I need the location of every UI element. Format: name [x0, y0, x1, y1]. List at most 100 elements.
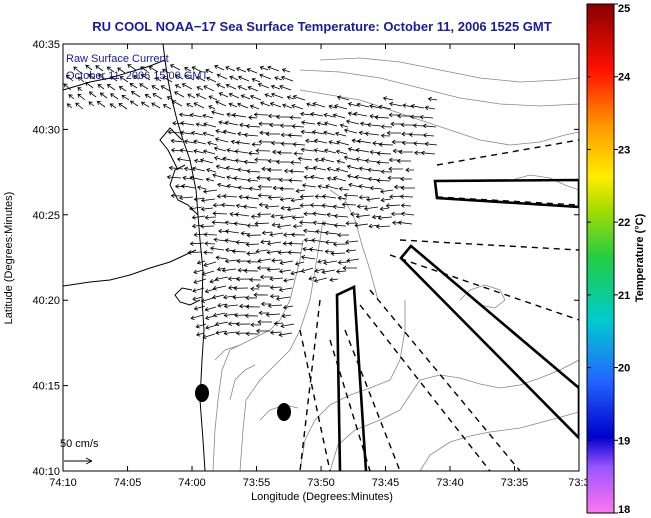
current-vector [380, 189, 394, 194]
current-vector [334, 104, 348, 110]
current-vector [208, 95, 218, 101]
current-vector [369, 104, 381, 109]
current-vector [317, 259, 327, 264]
current-vector [202, 189, 218, 194]
current-vector [205, 68, 214, 74]
current-vector [266, 241, 282, 246]
current-vector [191, 223, 204, 229]
current-vector [369, 185, 383, 191]
colorbar-tick-label: 18 [618, 504, 630, 516]
current-vector [303, 174, 314, 180]
current-vector [166, 174, 182, 180]
current-vector [216, 266, 226, 272]
current-vector [400, 122, 415, 128]
current-vector [186, 103, 194, 108]
contour-line [319, 57, 579, 83]
current-vector [226, 183, 240, 189]
current-vector [282, 304, 294, 310]
current-vector [246, 168, 261, 174]
current-vector [336, 140, 350, 146]
current-vector [337, 260, 349, 265]
current-vector [292, 142, 306, 147]
current-vector [364, 158, 379, 164]
current-vector [215, 255, 228, 261]
scale-label: 50 cm/s [60, 438, 99, 450]
current-vector [182, 175, 193, 181]
current-vector [106, 84, 116, 91]
current-vector [109, 103, 117, 109]
current-vector [256, 212, 272, 217]
current-vector [77, 87, 83, 92]
current-vector [227, 276, 240, 282]
current-vector [264, 93, 273, 98]
current-vector [228, 92, 240, 99]
current-vector [193, 102, 205, 109]
current-vector [242, 204, 258, 210]
current-vector [287, 133, 303, 138]
current-vector [266, 267, 281, 272]
current-vector [335, 167, 349, 173]
current-vector [221, 267, 237, 273]
current-vector [257, 82, 270, 89]
current-vector [235, 321, 251, 327]
current-vector [235, 140, 251, 145]
current-vector [356, 102, 370, 108]
current-vector [257, 319, 272, 325]
current-vector [391, 139, 404, 145]
current-vector [348, 182, 361, 188]
current-vector [345, 119, 360, 125]
current-vector [227, 321, 240, 327]
current-vector [280, 75, 294, 82]
current-vector [237, 185, 251, 191]
current-vector [110, 76, 118, 82]
current-vector [366, 197, 381, 202]
y-tick-label: 40:15 [32, 381, 60, 393]
current-vector [367, 167, 382, 173]
current-vector [369, 114, 379, 119]
sample-box [399, 244, 579, 440]
current-vector [378, 104, 392, 110]
current-vector [181, 83, 193, 90]
contour-line [459, 284, 506, 309]
current-vector [68, 94, 75, 100]
current-vector [201, 270, 215, 276]
current-vector [303, 211, 316, 217]
current-vector [190, 130, 204, 136]
current-vector [127, 64, 137, 71]
current-vector [205, 315, 215, 320]
x-tick-label: 73:40 [436, 477, 464, 489]
current-vector [204, 288, 216, 294]
x-axis: 74:10 74:05 74:00 73:55 73:50 73:45 73:40 73:35… [49, 44, 590, 489]
current-vector [282, 241, 293, 246]
current-vector [405, 167, 414, 173]
current-vector [202, 149, 216, 155]
current-vector [162, 68, 170, 74]
current-vector [144, 94, 152, 99]
current-vector [332, 241, 348, 247]
current-vector [336, 159, 346, 164]
current-vector [300, 267, 314, 273]
current-vector [96, 100, 106, 108]
current-vector [77, 76, 85, 83]
colorbar-tick-label: 19 [618, 435, 630, 447]
current-vector [299, 111, 313, 117]
current-vector [183, 166, 195, 172]
current-vector [380, 124, 393, 130]
current-vector [267, 303, 283, 309]
current-vector [290, 232, 306, 238]
colorbar-ticks: 18 19 20 21 22 23 24 25 [587, 3, 631, 516]
current-vector [231, 249, 247, 254]
current-vector [209, 278, 218, 284]
current-vector [329, 277, 339, 283]
current-vector [170, 138, 185, 144]
current-vector [290, 270, 303, 276]
current-vector [266, 250, 280, 255]
current-vector [260, 101, 271, 107]
current-vector [236, 67, 247, 73]
current-vector [183, 139, 196, 144]
current-vector [195, 122, 206, 127]
current-vector [380, 133, 391, 139]
current-vector [205, 324, 218, 330]
current-vector [189, 241, 205, 247]
current-vector [203, 250, 214, 255]
